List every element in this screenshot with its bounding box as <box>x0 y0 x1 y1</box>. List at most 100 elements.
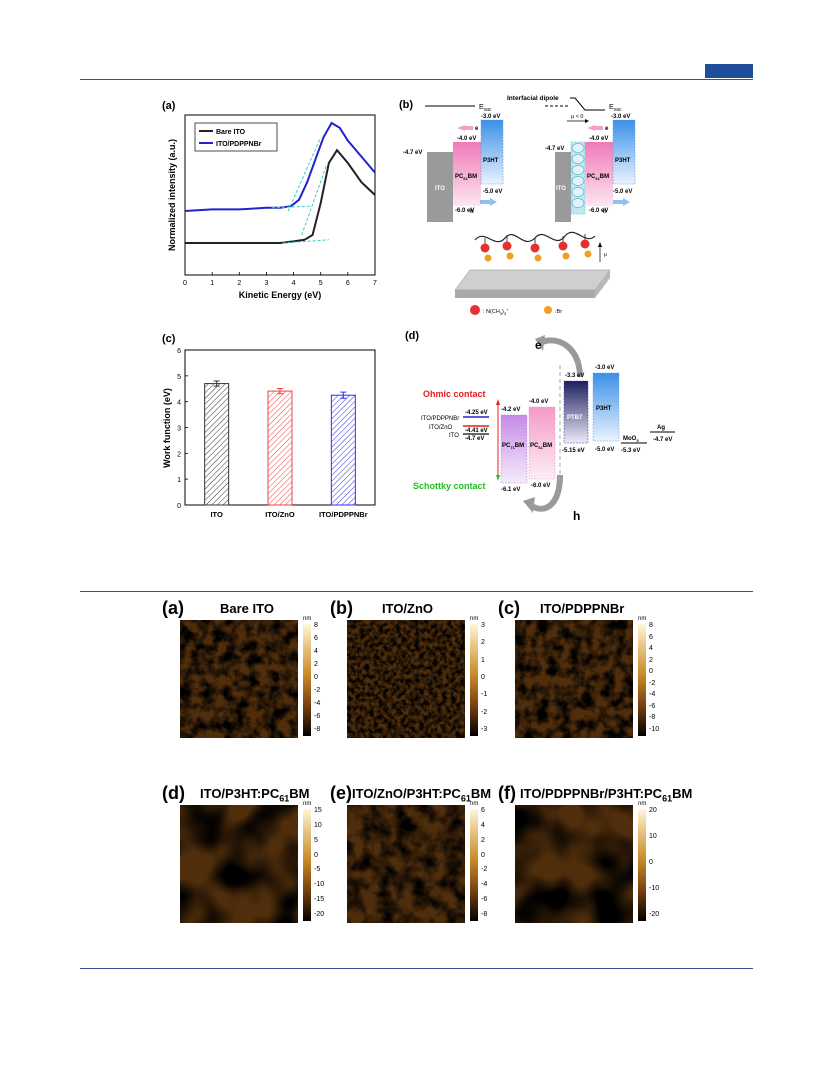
afm-height-image <box>515 805 633 923</box>
mid-rule <box>80 591 753 592</box>
svg-text:h: h <box>603 209 607 215</box>
afm-colorbar-tick: 6 <box>314 635 318 642</box>
tangent-line-2 <box>271 205 310 209</box>
svg-text:e: e <box>605 126 609 132</box>
panel-a-xlabel: Kinetic Energy (eV) <box>239 290 322 300</box>
afm-colorbar-tick: -6 <box>481 896 488 904</box>
panel-c-label: (c) <box>162 333 176 345</box>
header-tab <box>705 64 753 78</box>
svg-text:-4.7 eV: -4.7 eV <box>545 146 564 152</box>
svg-text:P3HT: P3HT <box>615 158 631 164</box>
svg-text:ITO: ITO <box>556 186 566 192</box>
afm-colorbar-tick: 4 <box>481 821 485 829</box>
svg-text:PC61BM: PC61BM <box>587 174 609 181</box>
afm-colorbar-tick: 0 <box>649 668 653 676</box>
svg-text:-3.0 eV: -3.0 eV <box>481 114 500 120</box>
afm-colorbar-tick: 4 <box>314 648 318 655</box>
afm-panel-title: ITO/ZnO <box>382 601 434 616</box>
panel-a-legend: Bare ITO ITO/PDPPNBr <box>194 122 278 152</box>
afm-colorbar-tick: -6 <box>649 702 656 710</box>
afm-panel-title: Bare ITO <box>220 601 274 616</box>
afm-colorbar-unit: nm <box>470 616 479 622</box>
afm-colorbar-tick: -10 <box>649 726 660 733</box>
afm-colorbar-tick: 10 <box>649 833 657 840</box>
afm-height-image <box>347 620 465 738</box>
panel-d-label: (d) <box>405 330 419 342</box>
afm-colorbar-tick: 8 <box>314 622 318 629</box>
afm-height-image <box>515 620 633 738</box>
svg-text:-5.15 eV: -5.15 eV <box>562 448 585 454</box>
svg-text:-6.1 eV: -6.1 eV <box>501 487 520 493</box>
svg-text:-4.0 eV: -4.0 eV <box>457 136 476 142</box>
band-diagram-left: ITO -4.7 eV PC61BM -4.0 eV -6.0 eV P3HT … <box>403 114 504 222</box>
afm-colorbar <box>470 809 478 921</box>
electron-label: e <box>535 338 542 352</box>
bar-1 <box>267 390 293 506</box>
afm-colorbar-tick: 20 <box>649 807 657 814</box>
svg-text:ITO/ZnO: ITO/ZnO <box>429 425 453 431</box>
x-tick-label: 0 <box>183 280 187 287</box>
afm-colorbar <box>470 624 478 736</box>
svg-text:-4.7 eV: -4.7 eV <box>403 150 422 156</box>
svg-text:PC61BM: PC61BM <box>530 443 552 450</box>
x-tick-label: 3 <box>264 280 268 287</box>
tangent-line-3 <box>287 137 322 212</box>
bromide-ion-icon <box>534 254 542 262</box>
svg-text:-6.0 eV: -6.0 eV <box>455 208 474 214</box>
afm-colorbar <box>638 624 646 736</box>
svg-text:-6.0 eV: -6.0 eV <box>531 483 550 489</box>
svg-text:MoO3: MoO3 <box>623 436 639 443</box>
afm-colorbar-tick: -4 <box>481 881 488 889</box>
svg-text:P3HT: P3HT <box>483 158 499 164</box>
afm-colorbar <box>303 809 311 921</box>
afm-colorbar-tick: -20 <box>649 911 660 918</box>
afm-colorbar-tick: -8 <box>649 714 656 722</box>
afm-colorbar-tick: 15 <box>314 807 322 814</box>
dipole-icon <box>571 143 585 153</box>
afm-colorbar-tick: -6 <box>314 713 321 720</box>
afm-panel-title: ITO/P3HT:PC61BM <box>200 786 310 804</box>
afm-colorbar-tick: 0 <box>481 851 485 859</box>
y-tick-label: 4 <box>177 400 181 407</box>
panel-c-chart: (c) 0 1 2 3 4 5 6 ITO ITO/ZnO ITO/PDPPNBr Work f… <box>162 333 376 519</box>
afm-colorbar-unit: nm <box>303 801 312 807</box>
y-tick-label: 1 <box>177 477 181 484</box>
x-tick-label: 6 <box>346 280 350 287</box>
ammonium-ion-icon <box>558 241 568 251</box>
dipole-icon <box>571 176 585 186</box>
ammonium-ion-icon <box>502 241 512 251</box>
panel-b-label: (b) <box>399 99 413 111</box>
svg-text:-4.2 eV: -4.2 eV <box>501 407 520 413</box>
series-line-1 <box>184 121 376 212</box>
svg-text:-5.0 eV: -5.0 eV <box>595 447 614 453</box>
afm-colorbar-tick: 5 <box>314 836 318 844</box>
afm-colorbar-tick: -5 <box>314 866 321 874</box>
afm-colorbar-tick: 0 <box>649 859 653 866</box>
afm-colorbar-tick: 2 <box>481 639 485 647</box>
afm-colorbar-tick: -2 <box>314 687 321 694</box>
afm-colorbar-tick: 2 <box>649 656 653 664</box>
y-tick-label: 2 <box>177 451 181 458</box>
afm-panel-label: (d) <box>162 783 185 803</box>
afm-colorbar-tick: -4 <box>314 700 321 707</box>
polymer-substrate: μ <box>454 231 611 298</box>
header-rule <box>80 79 753 80</box>
afm-colorbar-tick: 3 <box>481 622 485 629</box>
band-diagram-right: ITO -4.7 eV PC61BM -4.0 eV -6.0 eV P3HT … <box>545 114 636 222</box>
afm-colorbar-tick: 6 <box>649 633 653 641</box>
afm-panel-label: (b) <box>330 598 353 618</box>
afm-panel-label: (e) <box>330 783 352 803</box>
evac-left: Evac <box>479 104 492 113</box>
afm-panel-title: ITO/PDPPNBr/P3HT:PC61BM <box>520 786 693 804</box>
dipole-icon <box>571 187 585 197</box>
svg-text:Ag: Ag <box>657 425 665 431</box>
dipole-mu: μ < 0 <box>571 114 584 120</box>
x-tick-label: 5 <box>319 280 323 287</box>
panel-a-chart: (a) 0 1 2 3 4 5 6 7 Kinetic Energy (eV) Normali… <box>162 100 377 300</box>
afm-colorbar-tick: 6 <box>481 807 485 814</box>
afm-colorbar-tick: 0 <box>481 674 485 681</box>
legend-ito-pdppnbr: ITO/PDPPNBr <box>216 141 262 148</box>
svg-text:-4.0 eV: -4.0 eV <box>529 399 548 405</box>
svg-text:PTB7: PTB7 <box>567 415 583 421</box>
svg-text:e: e <box>475 126 479 132</box>
